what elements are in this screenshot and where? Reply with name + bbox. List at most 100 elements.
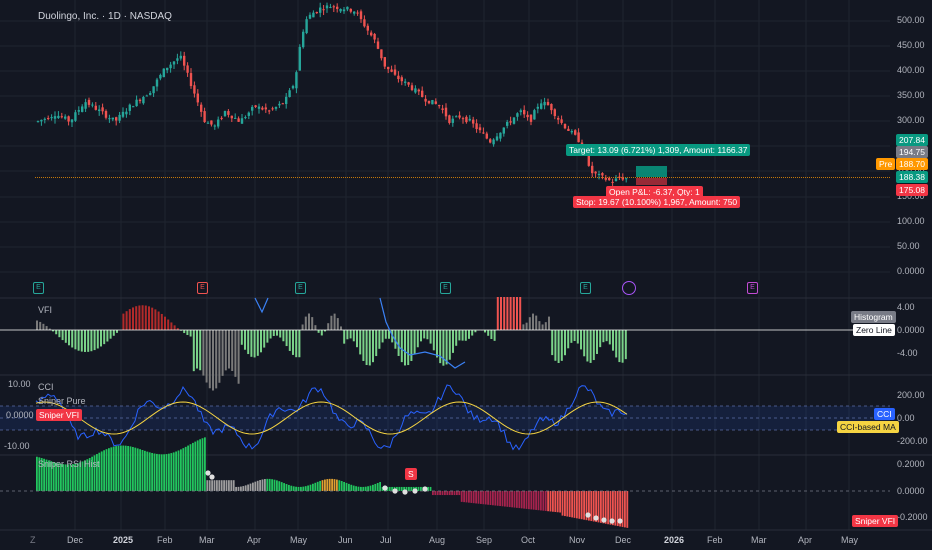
- candle: [455, 116, 458, 118]
- vfi-bar: [381, 330, 384, 343]
- candle: [604, 177, 607, 180]
- price-axis-label: 200.00: [897, 165, 925, 175]
- candle: [370, 32, 373, 36]
- cci-ma-legend[interactable]: CCI-based MA: [837, 421, 899, 433]
- target-label[interactable]: Target: 13.09 (6.721%) 1,309, Amount: 11…: [566, 144, 751, 156]
- price-axis-label: 350.00: [897, 90, 925, 100]
- candle: [176, 58, 179, 61]
- candle: [271, 108, 274, 110]
- earnings-icon[interactable]: E: [580, 282, 591, 294]
- sniper-vfi-legend[interactable]: Sniper VFI: [852, 515, 899, 527]
- sniper-bar: [417, 486, 420, 491]
- sniper-bar: [336, 479, 338, 491]
- vfi-bar: [375, 330, 378, 357]
- vfi-bar: [420, 330, 422, 342]
- zero-line-legend[interactable]: Zero Line: [853, 324, 895, 336]
- sniper-bar: [177, 450, 180, 491]
- vfi-bar: [567, 330, 570, 349]
- candle: [220, 117, 223, 119]
- sniper-bar: [537, 491, 540, 511]
- time-axis-label: Nov: [569, 535, 586, 545]
- vfi-bar: [189, 330, 192, 337]
- sniper-bar: [211, 480, 213, 491]
- time-axis-label: Aug: [429, 535, 446, 545]
- vfi-bar: [557, 330, 560, 363]
- sniper-bar: [568, 491, 571, 517]
- price-axis-label: 450.00: [897, 40, 925, 50]
- vfi-bar: [42, 323, 45, 330]
- sniper-bar: [165, 454, 168, 491]
- candle: [625, 178, 628, 180]
- vfi-bar: [106, 330, 109, 342]
- vfi-bar: [186, 330, 189, 335]
- sniper-bar: [472, 491, 475, 504]
- sniper-axis-label: 0.0000: [897, 486, 925, 496]
- earnings-icon[interactable]: E: [33, 282, 44, 294]
- vfi-bar: [621, 330, 624, 363]
- vfi-bar: [90, 330, 93, 352]
- candle: [540, 103, 543, 109]
- sniper-bar: [376, 482, 379, 491]
- candle: [557, 117, 560, 120]
- vfi-bar: [292, 330, 294, 355]
- signal-dot: [609, 518, 615, 524]
- vfi-bar: [164, 316, 166, 330]
- sniper-bar: [237, 486, 240, 491]
- histogram-legend[interactable]: Histogram: [851, 311, 896, 323]
- earnings-icon[interactable]: E: [747, 282, 758, 294]
- sniper-bar: [480, 491, 482, 504]
- open-pl-label[interactable]: Open P&L: -6.37, Qty: 1: [606, 186, 703, 198]
- sniper-bar: [506, 491, 509, 507]
- split-event-icon[interactable]: [622, 281, 636, 295]
- vfi-bar: [608, 330, 611, 345]
- sniper-bar: [513, 491, 516, 508]
- time-axis-label: Sep: [476, 535, 493, 545]
- sniper-bar: [151, 452, 153, 491]
- candle: [533, 110, 536, 120]
- candle: [421, 90, 424, 97]
- sniper-bar: [194, 441, 197, 491]
- sniper-bar: [463, 491, 465, 503]
- zoom-icon[interactable]: Z: [30, 535, 36, 545]
- sniper-bar: [544, 491, 547, 511]
- earnings-icon[interactable]: E: [440, 282, 451, 294]
- sniper-bar: [624, 491, 626, 528]
- earnings-icon[interactable]: E: [295, 282, 306, 294]
- candle: [336, 6, 339, 9]
- candle: [152, 86, 155, 94]
- candle: [43, 118, 46, 120]
- stop-label[interactable]: Stop: 19.67 (10.100%) 1,967, Amount: 750: [573, 196, 741, 208]
- candle: [512, 117, 516, 124]
- sniper-bar: [93, 455, 96, 491]
- sniper-bar: [621, 491, 624, 527]
- candle: [410, 85, 414, 90]
- sniper-vfi-tag[interactable]: Sniper VFI: [36, 409, 83, 421]
- sniper-bar: [129, 446, 132, 491]
- vfi-bar: [519, 297, 522, 330]
- vfi-bar: [253, 330, 256, 358]
- sell-signal[interactable]: S: [405, 468, 417, 480]
- cci-legend[interactable]: CCI: [874, 408, 895, 420]
- sniper-bar: [338, 480, 341, 491]
- sniper-bar: [244, 485, 247, 491]
- sniper-bar: [398, 486, 401, 491]
- earnings-icon[interactable]: E: [197, 282, 208, 294]
- sniper-bar: [441, 491, 444, 496]
- vfi-bar: [493, 330, 496, 341]
- vfi-bar: [128, 309, 131, 330]
- candle: [601, 173, 604, 176]
- vfi-bar: [304, 316, 307, 330]
- vfi-bar: [365, 330, 368, 366]
- sniper-bar: [494, 491, 497, 506]
- candle: [434, 101, 437, 104]
- sniper-bar: [132, 446, 134, 491]
- sniper-bar: [470, 491, 473, 503]
- vfi-bar: [583, 330, 586, 357]
- cci-left-axis: 0.0000: [6, 410, 34, 420]
- candle: [506, 121, 509, 126]
- candle: [458, 115, 461, 118]
- sniper-bar: [302, 486, 305, 491]
- vfi-bar: [605, 330, 608, 342]
- sniper-bar: [583, 491, 585, 520]
